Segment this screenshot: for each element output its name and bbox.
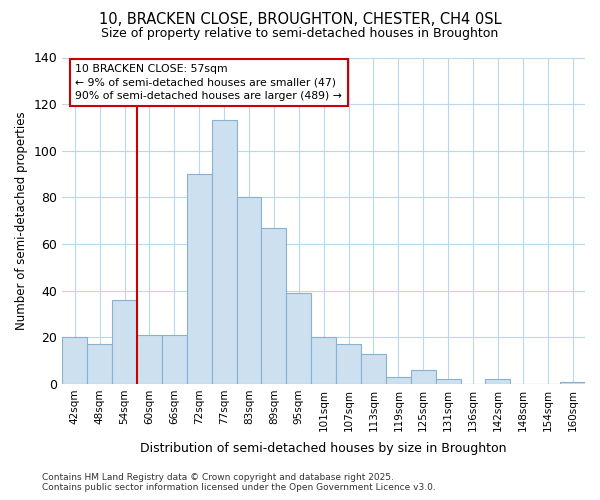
Bar	[386, 377, 411, 384]
Bar	[162, 335, 187, 384]
Bar	[411, 370, 436, 384]
Bar	[286, 293, 311, 384]
Bar	[311, 338, 336, 384]
Text: Contains HM Land Registry data © Crown copyright and database right 2025.
Contai: Contains HM Land Registry data © Crown c…	[42, 473, 436, 492]
Bar	[361, 354, 386, 384]
Text: 10, BRACKEN CLOSE, BROUGHTON, CHESTER, CH4 0SL: 10, BRACKEN CLOSE, BROUGHTON, CHESTER, C…	[98, 12, 502, 28]
Bar	[62, 338, 87, 384]
Text: Size of property relative to semi-detached houses in Broughton: Size of property relative to semi-detach…	[101, 28, 499, 40]
Bar	[236, 198, 262, 384]
Bar	[112, 300, 137, 384]
X-axis label: Distribution of semi-detached houses by size in Broughton: Distribution of semi-detached houses by …	[140, 442, 507, 455]
Bar	[262, 228, 286, 384]
Bar	[87, 344, 112, 384]
Bar	[212, 120, 236, 384]
Bar	[485, 379, 511, 384]
Bar	[137, 335, 162, 384]
Text: 10 BRACKEN CLOSE: 57sqm
← 9% of semi-detached houses are smaller (47)
90% of sem: 10 BRACKEN CLOSE: 57sqm ← 9% of semi-det…	[75, 64, 342, 101]
Bar	[560, 382, 585, 384]
Bar	[336, 344, 361, 384]
Bar	[187, 174, 212, 384]
Y-axis label: Number of semi-detached properties: Number of semi-detached properties	[15, 112, 28, 330]
Bar	[436, 379, 461, 384]
